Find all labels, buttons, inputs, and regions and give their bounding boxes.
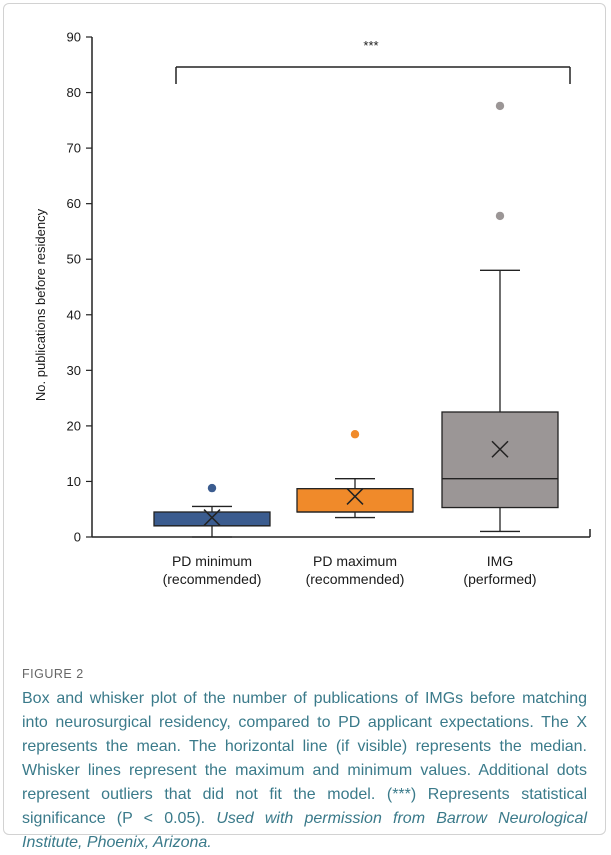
category-label-sub: (recommended)	[306, 571, 405, 587]
mean-marker	[203, 509, 221, 527]
caption-body: Box and whisker plot of the number of pu…	[22, 690, 587, 827]
box-iqr	[441, 411, 559, 509]
outlier-point	[207, 483, 217, 493]
y-tick-label: 40	[67, 307, 81, 322]
y-tick-label: 30	[67, 363, 81, 378]
outlier-point	[495, 211, 505, 221]
category-label: PD maximum	[313, 553, 397, 569]
category-label-sub: (recommended)	[163, 571, 262, 587]
outlier-point	[350, 430, 360, 439]
y-tick-label: 10	[67, 474, 81, 489]
figure-label: FIGURE 2	[22, 667, 84, 681]
y-tick-label: 70	[67, 141, 81, 156]
mean-marker	[346, 487, 364, 505]
y-tick-label: 20	[67, 418, 81, 433]
significance-label: ***	[363, 38, 378, 53]
y-tick-label: 0	[74, 530, 81, 545]
outlier-point	[495, 101, 505, 111]
category-label: IMG	[487, 553, 513, 569]
figure-panel	[3, 3, 606, 835]
mean-marker	[491, 440, 509, 458]
box-iqr	[153, 511, 271, 527]
y-tick-label: 50	[67, 252, 81, 267]
box-iqr	[296, 488, 414, 513]
figure-caption: Box and whisker plot of the number of pu…	[22, 687, 587, 855]
y-tick-label: 90	[67, 30, 81, 45]
y-tick-label: 60	[67, 196, 81, 211]
y-axis-title: No. publications before residency	[33, 208, 48, 401]
category-label: PD minimum	[172, 553, 252, 569]
y-tick-label: 80	[67, 85, 81, 100]
box-plot-chart: 0 10 20 30 40 50 60 70 80 90 No. publications befo…	[33, 30, 591, 587]
category-label-sub: (performed)	[463, 571, 536, 587]
